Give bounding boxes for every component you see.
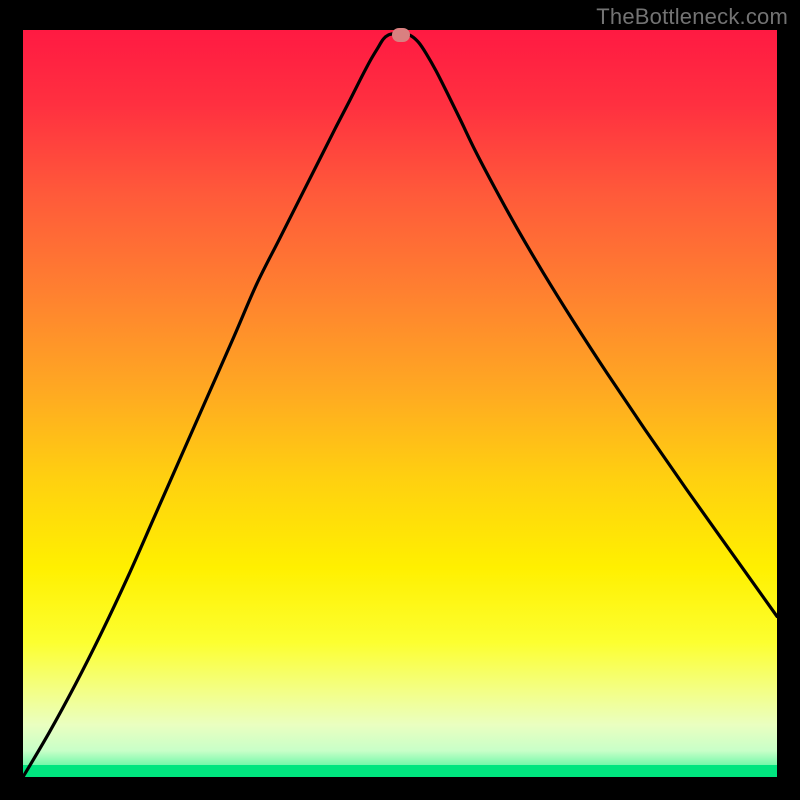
chart-frame: TheBottleneck.com <box>0 0 800 800</box>
watermark-text: TheBottleneck.com <box>596 4 788 30</box>
bottleneck-curve <box>23 30 777 777</box>
optimal-point-marker <box>392 28 410 42</box>
plot-area <box>23 30 777 777</box>
